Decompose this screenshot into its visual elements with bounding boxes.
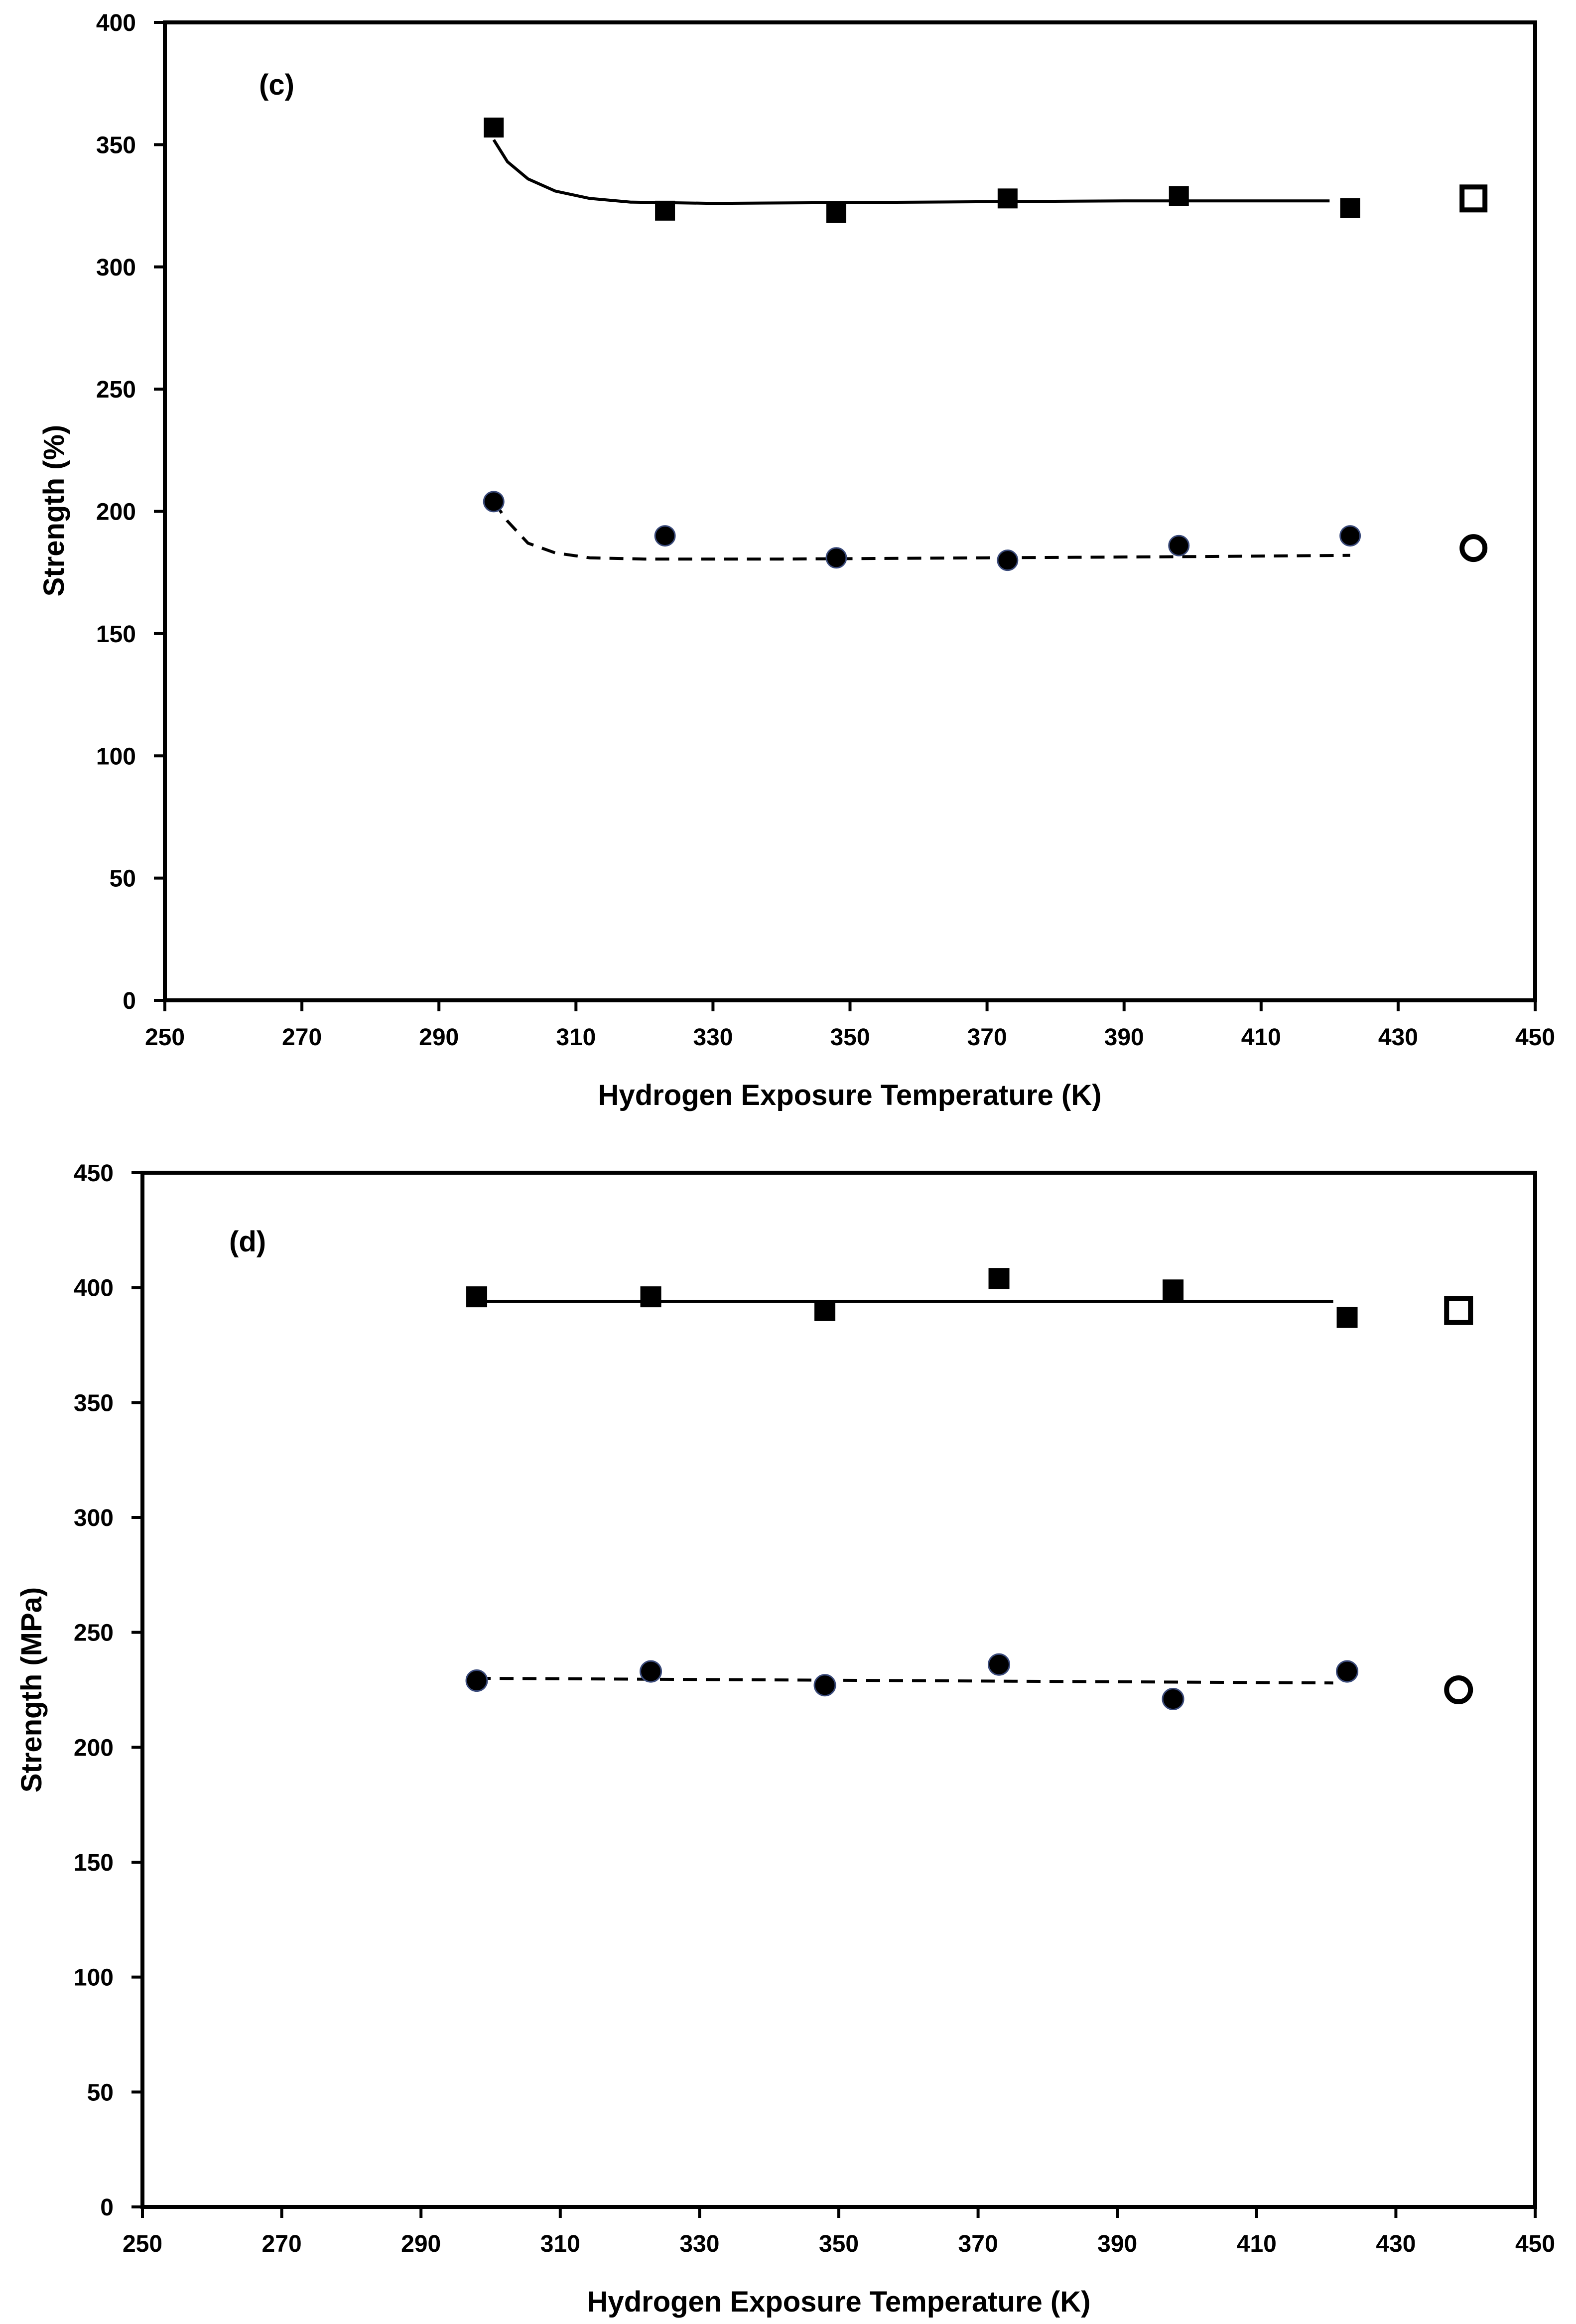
x-tick-label: 390 <box>1097 2231 1137 2257</box>
y-tick-label: 300 <box>96 255 136 281</box>
y-tick-label: 250 <box>74 1620 114 1646</box>
y-tick-label: 400 <box>96 10 136 36</box>
filled-square-point <box>1336 1307 1358 1328</box>
y-tick-labels: 0 50 100 150 200 250 300 350 400 <box>96 10 136 1014</box>
filled-square-point <box>466 1286 488 1308</box>
y-tick-label: 50 <box>110 866 136 892</box>
tick-marks <box>131 1171 1537 2218</box>
x-tick-label: 450 <box>1515 2231 1555 2257</box>
x-tick-label: 250 <box>145 1024 185 1051</box>
y-axis-title: Strength (MPa) <box>15 1587 48 1792</box>
y-tick-label: 450 <box>74 1160 114 1187</box>
filled-square-point <box>655 200 675 221</box>
x-tick-labels: 250 270 290 310 330 350 370 390 410 430 … <box>145 1024 1555 1051</box>
filled-circle-point <box>825 547 847 569</box>
panel-label: (c) <box>259 69 294 101</box>
x-tick-label: 350 <box>819 2231 859 2257</box>
filled-square-point <box>988 1268 1010 1289</box>
filled-square-point <box>484 118 504 138</box>
x-tick-label: 430 <box>1378 1024 1418 1051</box>
filled-circle-point <box>997 549 1019 571</box>
x-tick-label: 310 <box>556 1024 596 1051</box>
filled-circle-point <box>813 1674 836 1697</box>
filled-square-point <box>1163 1279 1184 1301</box>
y-tick-label: 300 <box>74 1505 114 1531</box>
data-points <box>465 1268 1473 1710</box>
y-tick-label: 400 <box>74 1275 114 1302</box>
y-tick-label: 0 <box>100 2194 114 2221</box>
y-tick-label: 0 <box>123 988 136 1014</box>
tick-marks <box>154 21 1537 1011</box>
y-tick-label: 350 <box>96 132 136 158</box>
dashed-trend-line <box>492 501 1350 561</box>
x-tick-label: 450 <box>1515 1024 1555 1051</box>
solid-trend-line <box>492 139 1330 205</box>
x-tick-label: 270 <box>282 1024 322 1051</box>
x-tick-label: 290 <box>401 2231 441 2257</box>
open-circle-point <box>1459 534 1488 562</box>
y-tick-label: 250 <box>96 377 136 403</box>
trend-lines <box>476 1300 1333 1685</box>
y-axis-title: Strength (%) <box>38 425 70 597</box>
data-points <box>483 118 1488 571</box>
filled-circle-point <box>1162 1687 1184 1710</box>
filled-square-point <box>1340 198 1360 218</box>
y-tick-label: 200 <box>74 1735 114 1761</box>
filled-circle-point <box>988 1653 1011 1676</box>
x-axis-title: Hydrogen Exposure Temperature (K) <box>587 2286 1091 2318</box>
filled-circle-point <box>1168 535 1190 556</box>
panel-label: (d) <box>229 1226 266 1258</box>
y-tick-labels: 0 50 100 150 200 250 300 350 400 450 <box>74 1160 114 2221</box>
filled-square-point <box>1169 186 1189 206</box>
filled-square-point <box>640 1286 661 1308</box>
x-tick-label: 330 <box>679 2231 719 2257</box>
x-tick-label: 370 <box>958 2231 998 2257</box>
chart-panel-c: 250 270 290 310 330 350 370 390 410 430 … <box>38 10 1555 1111</box>
plot-frame <box>140 1171 1537 2209</box>
filled-circle-point <box>640 1660 662 1683</box>
y-tick-label: 50 <box>87 2079 114 2106</box>
filled-circle-point <box>1336 1660 1359 1683</box>
x-tick-label: 330 <box>693 1024 733 1051</box>
trend-lines <box>492 139 1350 561</box>
x-tick-label: 370 <box>967 1024 1007 1051</box>
y-tick-label: 150 <box>74 1850 114 1876</box>
x-tick-label: 290 <box>419 1024 459 1051</box>
filled-circle-point <box>1339 525 1361 547</box>
y-tick-label: 150 <box>96 621 136 648</box>
filled-square-point <box>997 188 1018 209</box>
x-tick-label: 410 <box>1237 2231 1277 2257</box>
filled-circle-point <box>654 525 676 547</box>
x-tick-label: 250 <box>123 2231 162 2257</box>
x-tick-label: 410 <box>1241 1024 1281 1051</box>
y-tick-label: 100 <box>74 1965 114 1991</box>
filled-square-point <box>826 203 846 223</box>
plot-frame <box>163 20 1537 1002</box>
x-tick-label: 270 <box>262 2231 302 2257</box>
x-tick-label: 430 <box>1376 2231 1416 2257</box>
x-tick-label: 310 <box>540 2231 580 2257</box>
filled-circle-point <box>483 491 505 513</box>
y-tick-label: 200 <box>96 499 136 526</box>
x-axis-title: Hydrogen Exposure Temperature (K) <box>598 1079 1102 1111</box>
filled-square-point <box>814 1300 836 1321</box>
x-tick-labels: 250 270 290 310 330 350 370 390 410 430 … <box>123 2231 1555 2257</box>
x-tick-label: 350 <box>830 1024 870 1051</box>
y-tick-label: 350 <box>74 1390 114 1416</box>
open-circle-point <box>1444 1675 1473 1704</box>
open-square-point <box>1459 184 1488 213</box>
open-square-point <box>1444 1296 1473 1325</box>
dashed-trend-line <box>476 1676 1333 1685</box>
y-tick-label: 100 <box>96 743 136 770</box>
chart-panel-d: 250 270 290 310 330 350 370 390 410 430 … <box>15 1160 1555 2318</box>
filled-circle-point <box>465 1669 488 1692</box>
x-tick-label: 390 <box>1104 1024 1144 1051</box>
